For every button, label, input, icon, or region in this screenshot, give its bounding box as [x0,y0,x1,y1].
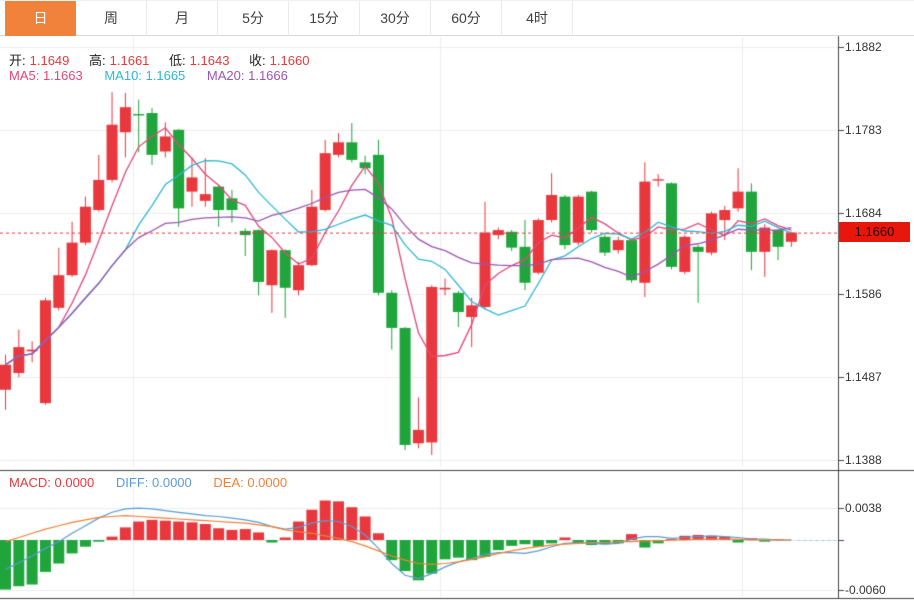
ohlc-info-row: 开: 1.1649 高: 1.1661 低: 1.1643 收: 1.1660 [9,50,325,69]
high-value: 1.1661 [109,53,150,68]
open-label: 开: [9,53,26,68]
tab-60min[interactable]: 60分 [431,1,502,36]
ma20-value: MA20: 1.1666 [206,68,288,83]
price-axis-label: 1.1783 [845,122,882,137]
macd-axis-label: -0.0060 [845,583,886,598]
tab-day[interactable]: 日 [5,1,76,36]
ma10-value: MA10: 1.1665 [104,68,186,83]
tab-30min[interactable]: 30分 [360,1,431,36]
tab-5min[interactable]: 5分 [218,1,289,36]
tab-4hour[interactable]: 4时 [502,1,573,36]
price-axis-label: 1.1586 [845,287,882,302]
diff-value: DIFF: 0.0000 [115,475,192,490]
ma-info-row: MA5: 1.1663 MA10: 1.1665 MA20: 1.1666 [9,68,292,83]
current-price-badge: 1.1660 [839,222,910,242]
price-axis-label: 1.1684 [845,205,882,220]
timeframe-tabbar: 日周月 5分 15分 30分 60分 4时 [0,0,914,36]
price-axis-label: 1.1487 [845,370,882,385]
close-label: 收: [249,53,266,68]
low-value: 1.1643 [189,53,230,68]
macd-info-row: MACD: 0.0000 DIFF: 0.0000 DEA: 0.0000 [9,475,291,490]
tab-month[interactable]: 月 [147,1,218,36]
price-axis-label: 1.1882 [845,40,882,54]
tab-week[interactable]: 周 [76,1,147,36]
price-axis-label: 1.1388 [845,453,882,467]
ma5-value: MA5: 1.1663 [9,68,83,83]
macd-axis-label: 0.0038 [845,501,882,516]
open-value: 1.1649 [29,53,70,68]
low-label: 低: [169,53,186,68]
high-label: 高: [89,53,106,68]
tab-15min[interactable]: 15分 [289,1,360,36]
close-value: 1.1660 [269,53,310,68]
dea-value: DEA: 0.0000 [213,475,288,490]
macd-value: MACD: 0.0000 [9,475,95,490]
